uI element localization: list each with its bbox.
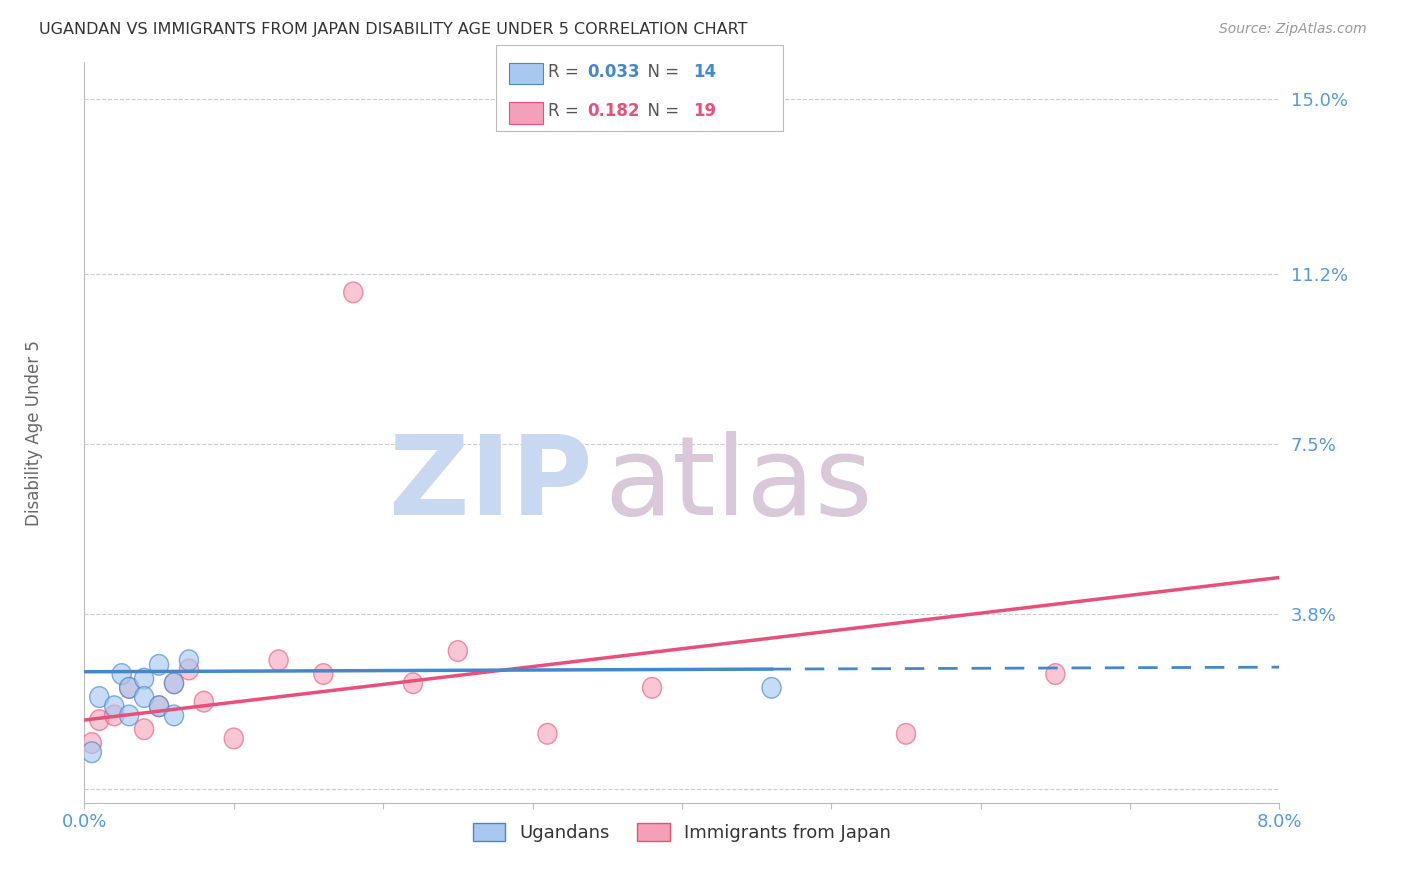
Ellipse shape [135, 687, 153, 707]
Ellipse shape [135, 668, 153, 689]
Text: Source: ZipAtlas.com: Source: ZipAtlas.com [1219, 22, 1367, 37]
Text: 0.182: 0.182 [588, 103, 640, 120]
Ellipse shape [149, 655, 169, 675]
Text: N =: N = [637, 63, 685, 81]
Ellipse shape [90, 687, 108, 707]
Text: atlas: atlas [605, 431, 873, 538]
Text: ZIP: ZIP [389, 431, 592, 538]
Ellipse shape [149, 696, 169, 716]
Ellipse shape [165, 673, 184, 694]
Ellipse shape [180, 659, 198, 680]
Ellipse shape [104, 696, 124, 716]
Ellipse shape [762, 677, 782, 698]
Ellipse shape [135, 719, 153, 739]
Ellipse shape [643, 677, 662, 698]
Text: 14: 14 [693, 63, 716, 81]
Ellipse shape [897, 723, 915, 744]
Text: UGANDAN VS IMMIGRANTS FROM JAPAN DISABILITY AGE UNDER 5 CORRELATION CHART: UGANDAN VS IMMIGRANTS FROM JAPAN DISABIL… [39, 22, 748, 37]
Text: R =: R = [548, 63, 585, 81]
Ellipse shape [224, 728, 243, 748]
Text: R =: R = [548, 103, 585, 120]
Ellipse shape [120, 677, 139, 698]
Ellipse shape [269, 650, 288, 671]
Ellipse shape [90, 710, 108, 731]
Ellipse shape [343, 282, 363, 302]
Ellipse shape [404, 673, 423, 694]
Ellipse shape [194, 691, 214, 712]
Ellipse shape [149, 696, 169, 716]
Ellipse shape [120, 677, 139, 698]
Text: 0.033: 0.033 [588, 63, 640, 81]
Legend: Ugandans, Immigrants from Japan: Ugandans, Immigrants from Japan [465, 815, 898, 849]
Text: 19: 19 [693, 103, 716, 120]
Ellipse shape [165, 673, 184, 694]
Ellipse shape [165, 705, 184, 726]
Ellipse shape [449, 640, 467, 661]
Text: N =: N = [637, 103, 685, 120]
Y-axis label: Disability Age Under 5: Disability Age Under 5 [25, 340, 42, 525]
Ellipse shape [83, 742, 101, 763]
Ellipse shape [112, 664, 131, 684]
Ellipse shape [120, 705, 139, 726]
Ellipse shape [83, 732, 101, 754]
Ellipse shape [314, 664, 333, 684]
Ellipse shape [104, 705, 124, 726]
Ellipse shape [1046, 664, 1064, 684]
Ellipse shape [180, 650, 198, 671]
Ellipse shape [538, 723, 557, 744]
